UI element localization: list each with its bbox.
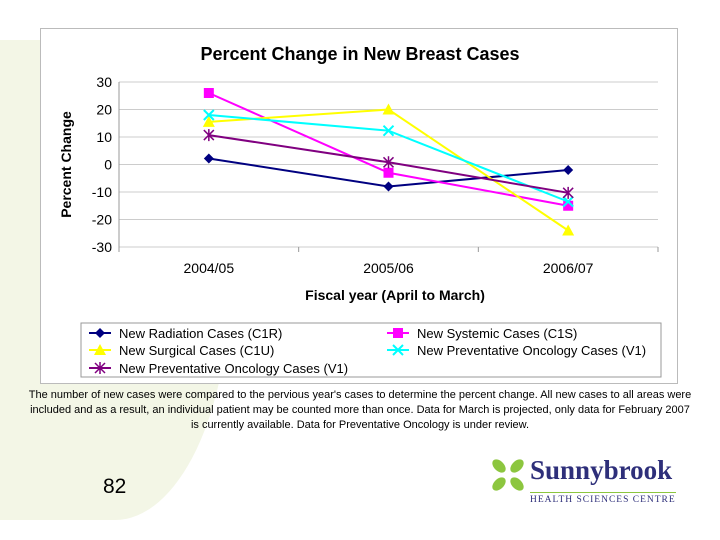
- legend-label: New Systemic Cases (C1S): [417, 326, 577, 341]
- data-point-0: [563, 165, 574, 175]
- data-point-2: [382, 103, 395, 115]
- y-tick-label: 30: [96, 74, 112, 90]
- legend-marker: [94, 362, 106, 374]
- legend-label: New Preventative Oncology Cases (V1): [417, 343, 646, 358]
- leaf-logo-icon: [492, 459, 524, 491]
- data-point-0: [383, 181, 394, 192]
- data-point-2: [202, 115, 215, 127]
- logo-subtitle: HEALTH SCIENCES CENTRE: [530, 492, 676, 505]
- data-point-3: [203, 109, 215, 121]
- y-tick-label: 10: [96, 129, 112, 145]
- y-tick-label: -10: [92, 184, 112, 200]
- x-tick-label: 2005/06: [363, 260, 414, 276]
- y-tick-label: -30: [92, 239, 112, 255]
- chart-frame: Percent Change in New Breast Cases 30 20 10…: [40, 28, 678, 384]
- y-axis-label: Percent Change: [58, 111, 74, 218]
- y-tick-label: -20: [92, 212, 112, 228]
- x-axis-label: Fiscal year (April to March): [305, 287, 485, 303]
- data-point-1: [383, 167, 394, 178]
- logo-name: Sunnybrook: [530, 455, 673, 485]
- legend-marker: [392, 344, 404, 356]
- legend-label: New Preventative Oncology Cases (V1): [119, 361, 348, 376]
- legend-marker: [393, 328, 403, 338]
- data-point-0: [203, 153, 214, 164]
- data-point-4: [203, 129, 215, 142]
- legend-label: New Surgical Cases (C1U): [119, 343, 274, 358]
- data-point-1: [203, 88, 214, 98]
- data-point-2: [562, 224, 575, 236]
- data-point-4: [382, 156, 395, 169]
- x-tick-label: 2004/05: [184, 260, 235, 276]
- data-point-3: [382, 124, 395, 137]
- legend-label: New Radiation Cases (C1R): [119, 326, 282, 341]
- data-point-4: [562, 186, 574, 199]
- legend-marker: [95, 328, 105, 338]
- x-tick-label: 2006/07: [543, 260, 594, 276]
- y-tick-label: 0: [104, 157, 112, 173]
- line-chart: Percent Change in New Breast Cases 30 20 10…: [58, 44, 662, 378]
- legend-box: [80, 322, 662, 378]
- caption: The number of new cases were compared to…: [28, 389, 692, 431]
- data-point-1: [563, 200, 574, 211]
- data-point-3: [562, 195, 574, 208]
- chart-title: Percent Change in New Breast Cases: [200, 44, 519, 64]
- page-number: 82: [103, 475, 127, 498]
- sunnybrook-logo: Sunnybrook HEALTH SCIENCES CENTRE: [490, 455, 690, 505]
- legend-marker: [94, 344, 106, 355]
- y-tick-label: 20: [96, 102, 112, 118]
